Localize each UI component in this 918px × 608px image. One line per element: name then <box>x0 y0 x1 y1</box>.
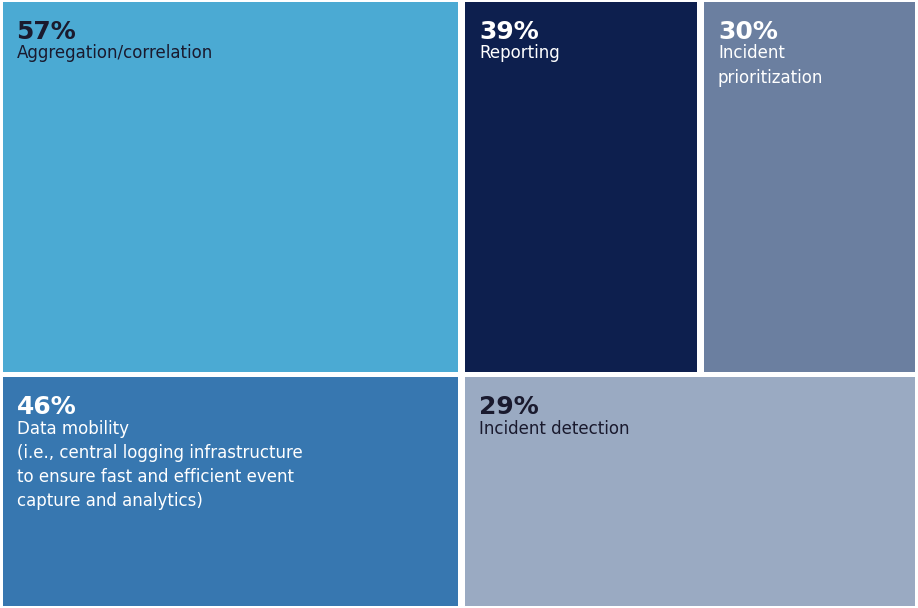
Text: Aggregation/correlation: Aggregation/correlation <box>17 44 213 63</box>
Text: Incident
prioritization: Incident prioritization <box>718 44 823 87</box>
Text: 57%: 57% <box>17 20 76 44</box>
Bar <box>704 2 915 372</box>
Bar <box>465 2 697 372</box>
Text: 39%: 39% <box>479 20 539 44</box>
Text: 29%: 29% <box>479 395 539 419</box>
Text: Reporting: Reporting <box>479 44 560 63</box>
Bar <box>465 377 915 606</box>
Bar <box>3 377 458 606</box>
Text: 30%: 30% <box>718 20 778 44</box>
Text: Data mobility
(i.e., central logging infrastructure
to ensure fast and efficient: Data mobility (i.e., central logging inf… <box>17 420 302 510</box>
Text: 46%: 46% <box>17 395 76 419</box>
Bar <box>3 2 458 372</box>
Text: Incident detection: Incident detection <box>479 420 630 438</box>
